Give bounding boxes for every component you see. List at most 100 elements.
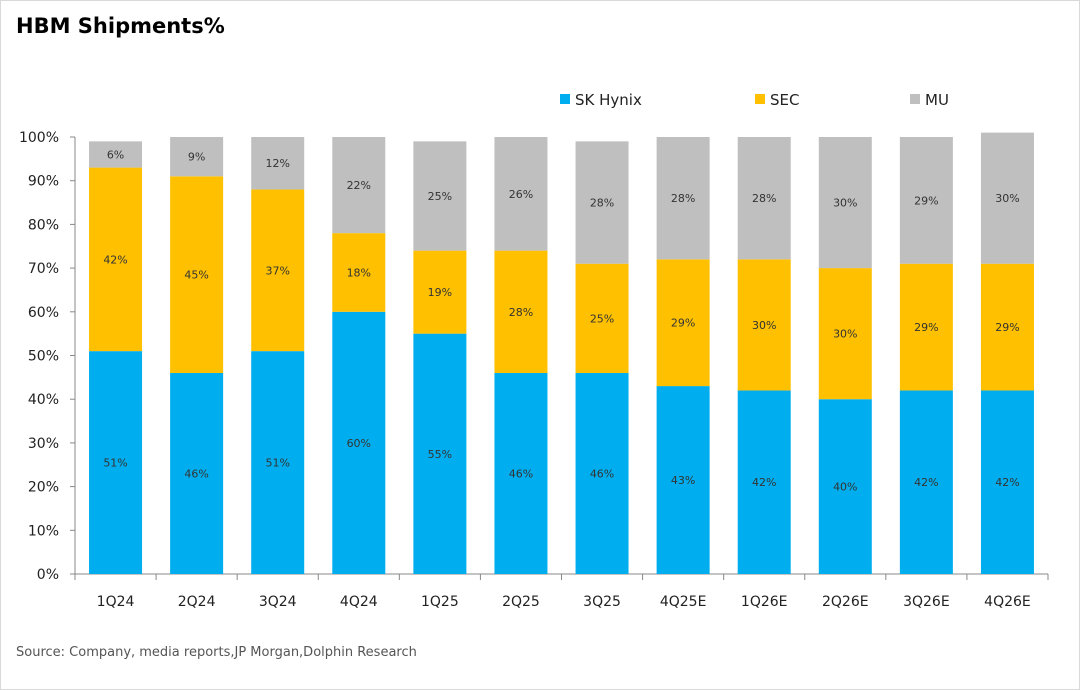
- bar-segment-sk-hynix: [89, 351, 143, 574]
- bar-segment-sk-hynix: [494, 372, 548, 574]
- data-label: 28%: [509, 306, 533, 319]
- y-tick-label: 10%: [28, 523, 59, 539]
- bar-segment-mu: [899, 137, 953, 264]
- bar-segment-mu: [89, 141, 143, 168]
- bar-segment-mu: [737, 137, 791, 260]
- legend-label: SK Hynix: [575, 91, 642, 109]
- data-label: 30%: [752, 319, 776, 332]
- bar-segment-sec: [89, 167, 143, 352]
- y-tick-label: 30%: [28, 436, 59, 452]
- y-tick-label: 50%: [28, 349, 59, 365]
- y-tick-label: 60%: [28, 305, 59, 321]
- bar-segment-sec: [737, 259, 791, 391]
- bar-segment-sk-hynix: [575, 372, 629, 574]
- bar-segment-sec: [494, 250, 548, 373]
- data-label: 60%: [347, 437, 371, 450]
- bar-segment-mu: [575, 141, 629, 264]
- data-label: 6%: [107, 148, 124, 161]
- y-tick-label: 90%: [28, 174, 59, 190]
- data-label: 18%: [347, 266, 371, 279]
- source-note: Source: Company, media reports,JP Morgan…: [16, 645, 417, 660]
- bar-segment-sec: [251, 189, 305, 352]
- bar-segment-sec: [170, 176, 224, 373]
- bar-segment-sec: [818, 268, 872, 400]
- data-label: 42%: [103, 253, 127, 266]
- x-tick-label: 4Q25E: [660, 594, 707, 610]
- bar-segment-mu: [251, 137, 305, 190]
- bar-segment-sk-hynix: [413, 333, 467, 574]
- x-tick-label: 1Q24: [97, 594, 135, 610]
- data-label: 25%: [590, 312, 614, 325]
- data-label: 30%: [833, 328, 857, 341]
- data-label: 37%: [265, 264, 289, 277]
- x-tick-label: 3Q24: [259, 594, 297, 610]
- x-tick-label: 1Q26E: [741, 594, 788, 610]
- legend-swatch: [560, 94, 570, 104]
- y-tick-label: 0%: [37, 567, 59, 583]
- bar-segment-sk-hynix: [899, 390, 953, 574]
- bar-segment-sec: [575, 263, 629, 373]
- legend-swatch: [910, 94, 920, 104]
- bar-segment-mu: [413, 141, 467, 251]
- data-label: 28%: [590, 197, 614, 210]
- y-tick-label: 70%: [28, 261, 59, 277]
- x-tick-label: 3Q26E: [903, 594, 950, 610]
- bar-segment-sec: [332, 233, 386, 312]
- x-tick-label: 4Q26E: [984, 594, 1031, 610]
- x-tick-label: 1Q25: [421, 594, 459, 610]
- data-label: 28%: [671, 192, 695, 205]
- data-label: 30%: [995, 192, 1019, 205]
- data-label: 26%: [509, 188, 533, 201]
- x-tick-label: 4Q24: [340, 594, 378, 610]
- data-label: 55%: [428, 448, 452, 461]
- bar-segment-sec: [899, 263, 953, 391]
- bar-segment-mu: [170, 137, 224, 177]
- x-tick-label: 2Q24: [178, 594, 216, 610]
- data-label: 46%: [184, 467, 208, 480]
- data-label: 29%: [995, 321, 1019, 334]
- data-label: 29%: [914, 321, 938, 334]
- legend-label: MU: [925, 91, 949, 109]
- bar-segment-sk-hynix: [818, 399, 872, 574]
- data-label: 28%: [752, 192, 776, 205]
- bar-segment-mu: [656, 137, 710, 260]
- data-label: 9%: [188, 151, 205, 164]
- data-label: 30%: [833, 197, 857, 210]
- bar-segment-sec: [413, 250, 467, 334]
- x-tick-label: 2Q26E: [822, 594, 869, 610]
- data-label: 45%: [184, 269, 208, 282]
- bar-segment-sk-hynix: [251, 351, 305, 574]
- data-label: 51%: [103, 457, 127, 470]
- x-tick-label: 3Q25: [583, 594, 621, 610]
- x-tick-label: 2Q25: [502, 594, 540, 610]
- data-label: 12%: [265, 157, 289, 170]
- bar-segment-sec: [980, 263, 1034, 391]
- bar-segment-sk-hynix: [656, 386, 710, 574]
- legend-label: SEC: [770, 91, 799, 109]
- y-tick-label: 40%: [28, 392, 59, 408]
- bar-segment-sk-hynix: [980, 390, 1034, 574]
- data-label: 42%: [914, 476, 938, 489]
- y-tick-label: 80%: [28, 217, 59, 233]
- data-label: 42%: [752, 476, 776, 489]
- data-label: 46%: [590, 467, 614, 480]
- data-label: 43%: [671, 474, 695, 487]
- data-label: 22%: [347, 179, 371, 192]
- bar-segment-mu: [980, 132, 1034, 264]
- bar-segment-sk-hynix: [170, 372, 224, 574]
- data-label: 40%: [833, 481, 857, 494]
- data-label: 46%: [509, 467, 533, 480]
- data-label: 51%: [265, 457, 289, 470]
- data-label: 19%: [428, 286, 452, 299]
- y-tick-label: 100%: [19, 130, 59, 146]
- y-tick-label: 20%: [28, 480, 59, 496]
- bar-segment-mu: [332, 137, 386, 234]
- data-label: 29%: [671, 317, 695, 330]
- bar-segment-sec: [656, 259, 710, 387]
- bar-segment-sk-hynix: [332, 311, 386, 574]
- data-label: 25%: [428, 190, 452, 203]
- data-label: 42%: [995, 476, 1019, 489]
- data-label: 29%: [914, 194, 938, 207]
- bar-segment-mu: [818, 137, 872, 269]
